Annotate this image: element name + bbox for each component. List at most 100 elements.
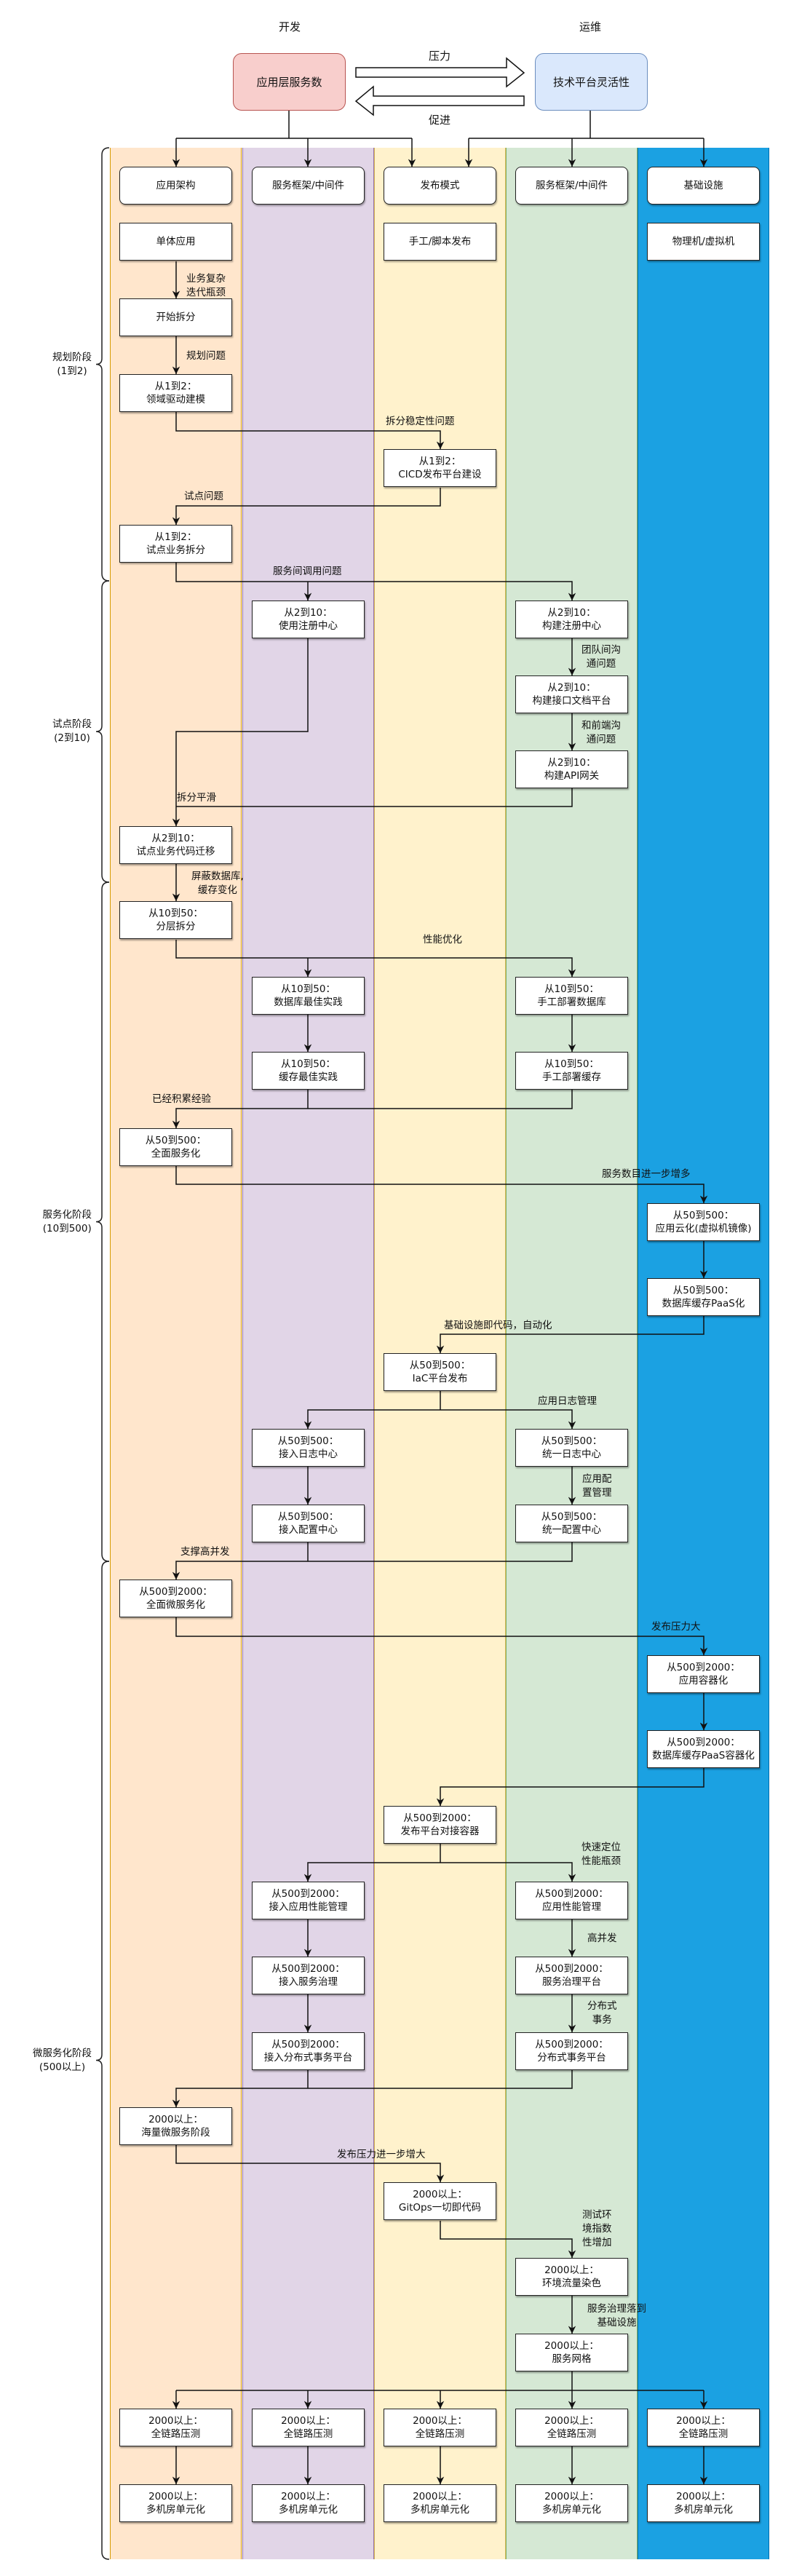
stage-box: 从1到2： 试点业务拆分 <box>119 525 232 563</box>
stage-box: 从10到50： 手工部署数据库 <box>515 977 628 1015</box>
phase-label-text: 试点阶段 (2到10) <box>52 718 92 744</box>
stage-box: 从50到500： 统一配置中心 <box>515 1505 628 1542</box>
phase-brace <box>95 1561 110 2560</box>
edge-label: 团队间沟 通问题 <box>581 644 621 670</box>
promote-label: 促进 <box>429 114 451 127</box>
edge-label: 服务数目进一步增多 <box>602 1168 691 1180</box>
edge-label: 应用日志管理 <box>538 1395 597 1407</box>
stage-box: 从10到50： 分层拆分 <box>119 901 232 939</box>
flow-arrow <box>172 2069 573 2107</box>
stage-box: 从2到10： 构建API网关 <box>515 750 628 788</box>
flow-arrow <box>436 1316 704 1353</box>
flow-arrow <box>440 2221 576 2258</box>
app-service-count-box: 应用层服务数 <box>233 53 346 111</box>
stage-box: 2000以上： 环境流量染色 <box>515 2258 628 2296</box>
edge-label: 拆分平滑 <box>177 792 216 804</box>
stage-box: 从2到10： 构建接口文档平台 <box>515 675 628 713</box>
stage-box: 从50到500： 应用云化(虚拟机镜像) <box>647 1203 760 1241</box>
stage-box: 2000以上： 多机房单元化 <box>252 2484 365 2522</box>
edge-label: 分布式 事务 <box>587 2000 617 2026</box>
flow-arrow <box>303 1409 440 1429</box>
stage-box: 手工/脚本发布 <box>384 223 496 261</box>
stage-box: 从500到2000： 全面微服务化 <box>119 1580 232 1617</box>
phase-brace <box>95 147 110 582</box>
stage-box: 从1到2： 领域驱动建模 <box>119 374 232 412</box>
flow-arrow <box>175 1166 708 1203</box>
edge-label: 应用配 置管理 <box>582 1473 612 1499</box>
flow-arrow <box>175 940 576 977</box>
stage-box: 从500到2000： 接入分布式事务平台 <box>252 2032 365 2070</box>
stage-box: 2000以上： 服务网格 <box>515 2334 628 2371</box>
phase-label-2: 试点阶段 (2到10) <box>0 718 92 745</box>
stage-box: 从50到500： 接入配置中心 <box>252 1505 365 1542</box>
phase-brace <box>95 881 110 1562</box>
phase-label-text: 服务化阶段 (10到500) <box>42 1208 92 1235</box>
lane-header-1: 应用架构 <box>119 167 232 205</box>
stage-box: 单体应用 <box>119 223 232 261</box>
stage-box: 从10到50： 数据库最佳实践 <box>252 977 365 1015</box>
edge-label: 试点问题 <box>184 491 223 502</box>
stage-box: 从50到500： 统一日志中心 <box>515 1429 628 1467</box>
flow-arrow <box>172 1090 573 1128</box>
flow-arrow <box>175 562 576 601</box>
stage-box: 从50到500： IaC平台发布 <box>384 1353 496 1391</box>
edge-label: 支撑高并发 <box>180 1546 230 1558</box>
stage-box: 2000以上： 多机房单元化 <box>647 2484 760 2522</box>
pressure-label: 压力 <box>429 49 451 63</box>
platform-flexibility-box: 技术平台灵活性 <box>535 53 648 111</box>
flow-arrow <box>172 488 441 525</box>
stage-box: 从1到2： CICD发布平台建设 <box>384 449 496 487</box>
phase-label-1: 规划阶段 (1到2) <box>0 351 92 379</box>
edge-label: 业务复杂 迭代瓶颈 <box>186 273 226 298</box>
stage-box: 物理机/虚拟机 <box>647 223 760 261</box>
phase-label-text: 规划阶段 (1到2) <box>52 351 92 377</box>
stage-box: 2000以上： 全链路压测 <box>647 2409 760 2446</box>
stage-box: 从10到50： 手工部署缓存 <box>515 1052 628 1090</box>
flow-arrow <box>175 1617 708 1655</box>
edge-label: 服务间调用问题 <box>273 566 342 577</box>
edge-label: 规划问题 <box>186 350 226 362</box>
edge-label: 高并发 <box>587 1933 617 1944</box>
edge-label: 拆分稳定性问题 <box>386 416 455 427</box>
flow-arrow <box>440 1862 576 1882</box>
swimlane-4 <box>506 148 638 2559</box>
lane-header-2: 服务框架/中间件 <box>252 167 365 205</box>
edge-label: 性能优化 <box>423 934 462 946</box>
stage-box: 2000以上： 全链路压测 <box>515 2409 628 2446</box>
stage-box: 从500到2000： 服务治理平台 <box>515 1957 628 1994</box>
flow-arrow <box>172 638 309 826</box>
stage-box: 2000以上： GitOps一切即代码 <box>384 2182 496 2220</box>
stage-box: 从50到500： 全面服务化 <box>119 1128 232 1166</box>
stage-box: 从10到50： 缓存最佳实践 <box>252 1052 365 1090</box>
edge-label: 服务治理落到 基础设施 <box>587 2303 646 2329</box>
swimlane-5 <box>638 148 769 2559</box>
stage-box: 开始拆分 <box>119 298 232 336</box>
flow-arrow <box>440 1409 576 1429</box>
stage-box: 从50到500： 数据库缓存PaaS化 <box>647 1278 760 1316</box>
stage-box: 从500到2000： 数据库缓存PaaS容器化 <box>647 1730 760 1768</box>
edge-label: 已经积累经验 <box>152 1093 211 1105</box>
stage-box: 从50到500： 接入日志中心 <box>252 1429 365 1467</box>
flow-arrow <box>303 1862 440 1882</box>
stage-box: 从500到2000： 应用容器化 <box>647 1655 760 1693</box>
stage-box: 2000以上： 全链路压测 <box>252 2409 365 2446</box>
stage-box: 从2到10： 构建注册中心 <box>515 601 628 638</box>
edge-label: 发布压力进一步增大 <box>337 2149 426 2160</box>
phase-label-4: 微服务化阶段 (500以上) <box>0 2047 92 2074</box>
lane-header-4: 服务框架/中间件 <box>515 167 628 205</box>
stage-box: 从500到2000： 应用性能管理 <box>515 1882 628 1919</box>
dev-heading: 开发 <box>279 20 301 33</box>
ops-heading: 运维 <box>579 20 602 33</box>
flow-arrow <box>175 2145 445 2182</box>
lane-header-3: 发布模式 <box>384 167 496 205</box>
pressure-arrow-icon <box>355 57 525 88</box>
edge-label: 和前端沟 通问题 <box>581 720 621 745</box>
swimlane-2 <box>242 148 374 2559</box>
phase-braces <box>95 147 110 2560</box>
flow-line <box>176 788 573 807</box>
stage-box: 从2到10： 试点业务代码迁移 <box>119 826 232 864</box>
stage-box: 从500到2000： 接入应用性能管理 <box>252 1882 365 1919</box>
stage-box: 2000以上： 多机房单元化 <box>119 2484 232 2522</box>
stage-box: 从500到2000： 接入服务治理 <box>252 1957 365 1994</box>
